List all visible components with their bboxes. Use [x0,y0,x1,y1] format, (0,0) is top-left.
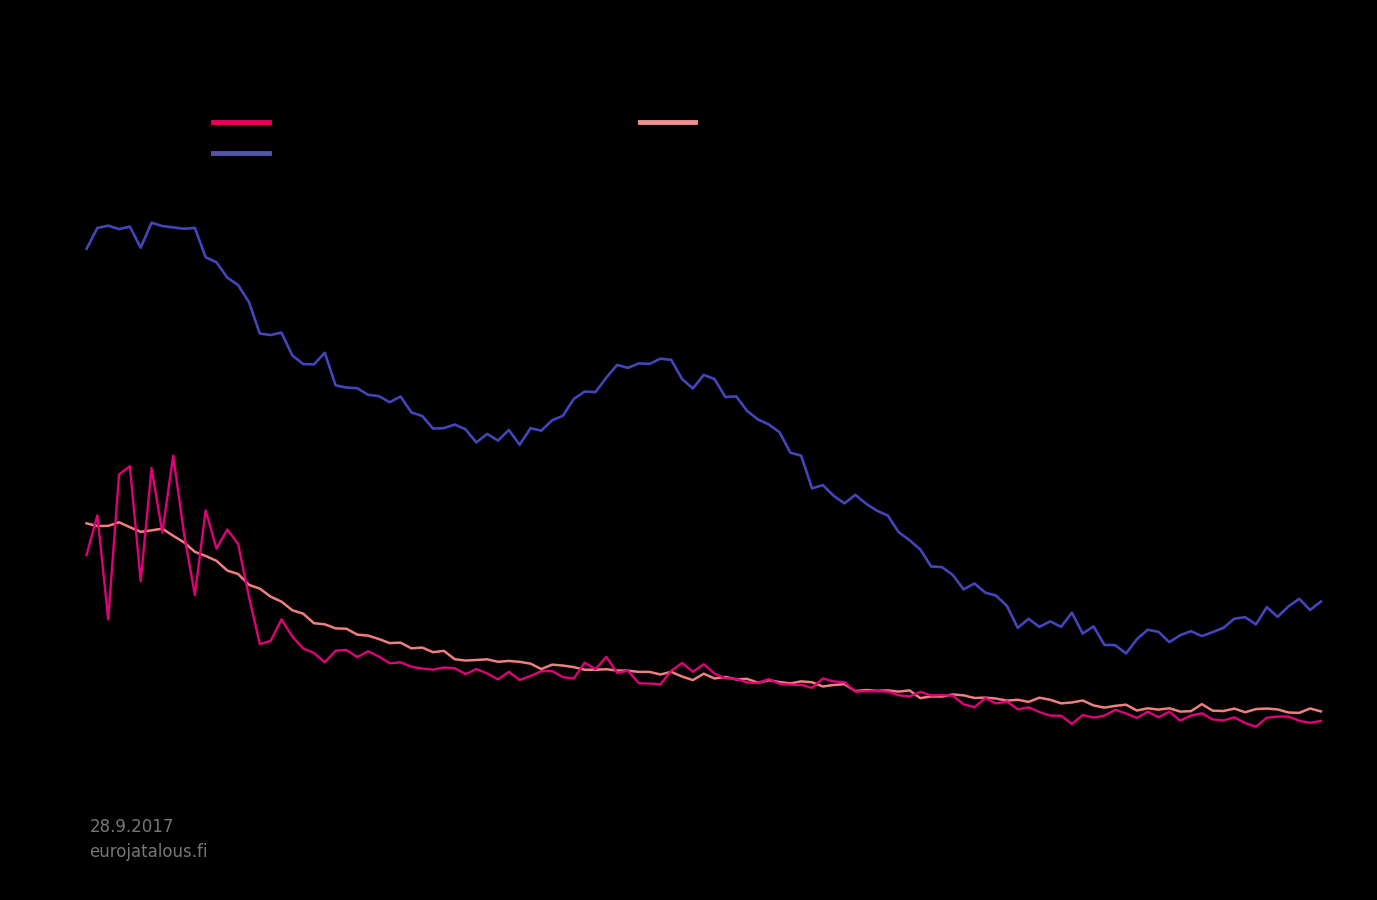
Text: 28.9.2017: 28.9.2017 [90,818,174,836]
Text: eurojatalous.fi: eurojatalous.fi [90,842,208,860]
